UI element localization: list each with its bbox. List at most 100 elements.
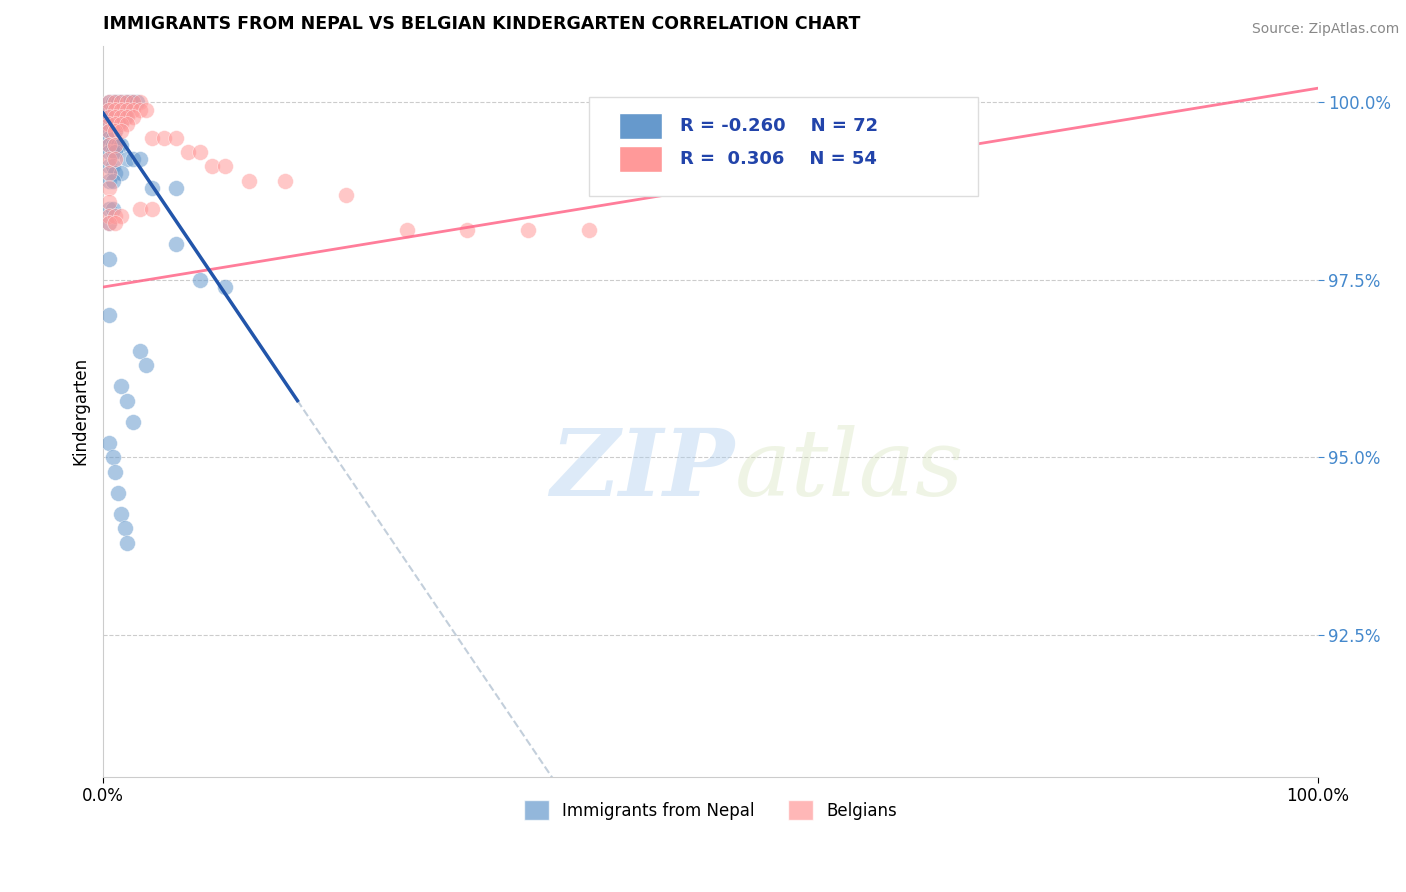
Point — [101, 450, 124, 465]
Text: atlas: atlas — [735, 425, 965, 515]
Point — [98, 117, 121, 131]
Point — [110, 110, 132, 124]
Point — [274, 173, 297, 187]
Point — [128, 343, 150, 358]
Point — [110, 379, 132, 393]
Point — [98, 173, 121, 187]
Point — [101, 103, 124, 117]
Point — [177, 145, 200, 160]
Point — [98, 153, 121, 167]
Point — [104, 110, 127, 124]
Point — [104, 209, 127, 223]
Point — [98, 103, 121, 117]
Point — [141, 131, 163, 145]
Point — [104, 95, 127, 110]
Point — [98, 216, 121, 230]
Point — [101, 145, 124, 160]
Text: IMMIGRANTS FROM NEPAL VS BELGIAN KINDERGARTEN CORRELATION CHART: IMMIGRANTS FROM NEPAL VS BELGIAN KINDERG… — [103, 15, 860, 33]
Point — [135, 358, 157, 372]
Point — [122, 95, 145, 110]
Point — [98, 180, 121, 194]
Point — [98, 145, 121, 160]
Point — [101, 110, 124, 124]
Point — [335, 187, 357, 202]
Point — [101, 138, 124, 153]
Point — [114, 110, 136, 124]
Point — [104, 138, 127, 153]
Point — [104, 117, 127, 131]
Point — [117, 153, 139, 167]
Point — [110, 507, 132, 521]
Point — [101, 173, 124, 187]
Point — [98, 117, 121, 131]
Point — [578, 223, 600, 237]
Point — [110, 110, 132, 124]
Point — [107, 95, 129, 110]
Point — [104, 103, 127, 117]
Point — [98, 95, 121, 110]
Point — [98, 138, 121, 153]
Point — [117, 535, 139, 549]
Point — [98, 138, 121, 153]
Point — [104, 166, 127, 180]
Y-axis label: Kindergarten: Kindergarten — [72, 357, 89, 466]
Point — [101, 124, 124, 138]
Point — [238, 173, 260, 187]
Point — [456, 223, 478, 237]
Point — [214, 159, 236, 173]
Point — [117, 393, 139, 408]
Point — [117, 95, 139, 110]
Point — [98, 436, 121, 450]
Point — [128, 103, 150, 117]
Point — [98, 209, 121, 223]
Point — [101, 131, 124, 145]
Point — [117, 110, 139, 124]
Point — [201, 159, 224, 173]
Point — [110, 117, 132, 131]
Point — [110, 138, 132, 153]
Point — [395, 223, 418, 237]
Point — [104, 216, 127, 230]
Point — [110, 103, 132, 117]
Point — [98, 131, 121, 145]
Point — [98, 202, 121, 216]
Point — [128, 95, 150, 110]
Point — [98, 216, 121, 230]
Point — [110, 166, 132, 180]
Point — [104, 95, 127, 110]
Point — [98, 309, 121, 323]
Point — [114, 95, 136, 110]
Point — [98, 110, 121, 124]
Text: Source: ZipAtlas.com: Source: ZipAtlas.com — [1251, 22, 1399, 37]
Point — [101, 95, 124, 110]
Point — [107, 110, 129, 124]
Point — [141, 180, 163, 194]
Point — [98, 194, 121, 209]
Point — [98, 124, 121, 138]
Point — [165, 237, 187, 252]
Point — [122, 95, 145, 110]
Point — [104, 103, 127, 117]
Point — [110, 209, 132, 223]
Point — [122, 110, 145, 124]
Point — [98, 124, 121, 138]
Point — [141, 202, 163, 216]
Point — [117, 117, 139, 131]
Point — [107, 486, 129, 500]
Point — [122, 415, 145, 429]
Point — [117, 95, 139, 110]
Text: ZIP: ZIP — [550, 425, 735, 515]
Point — [110, 95, 132, 110]
Point — [98, 166, 121, 180]
Point — [117, 103, 139, 117]
Point — [98, 95, 121, 110]
Point — [107, 117, 129, 131]
Point — [104, 110, 127, 124]
Point — [153, 131, 176, 145]
Point — [104, 145, 127, 160]
Point — [128, 153, 150, 167]
Point — [114, 103, 136, 117]
Point — [107, 138, 129, 153]
Point — [188, 145, 211, 160]
Point — [101, 202, 124, 216]
